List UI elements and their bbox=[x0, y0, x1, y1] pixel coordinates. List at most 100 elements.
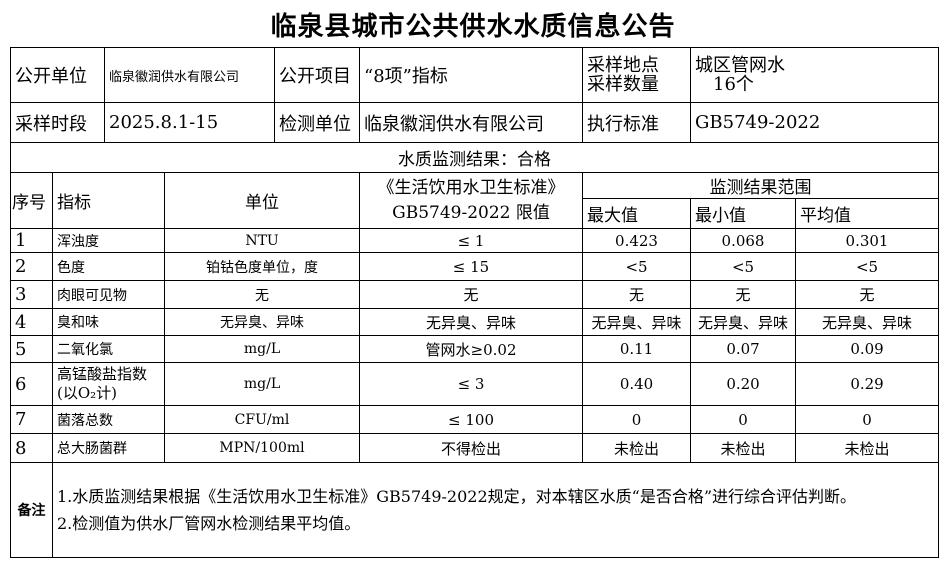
location-count-label: 采样地点 采样数量 bbox=[582, 47, 692, 103]
row-indicator: 肉眼可见物 bbox=[52, 280, 165, 309]
header-min: 最小值 bbox=[690, 198, 797, 229]
location-label: 采样地点 bbox=[587, 55, 660, 76]
row-avg: 0.301 bbox=[795, 228, 940, 253]
period-value: 2025.8.1-15 bbox=[103, 102, 276, 143]
row-no: 2 bbox=[10, 252, 53, 281]
table-row: 1 浑浊度 NTU ≤ 1 0.423 0.068 0.301 bbox=[10, 228, 940, 253]
header-unit: 单位 bbox=[163, 172, 361, 229]
row-max: 无异臭、异味 bbox=[582, 308, 692, 336]
row-unit: 无 bbox=[163, 280, 361, 309]
row-max: 无 bbox=[582, 280, 692, 309]
row-max: 0.11 bbox=[582, 335, 692, 363]
notes-label: 备注 bbox=[10, 462, 53, 558]
row-limit: 无异臭、异味 bbox=[359, 308, 584, 336]
table-row: 2 色度 铂钴色度单位，度 ≤ 15 <5 <5 <5 bbox=[10, 252, 940, 281]
header-indicator: 指标 bbox=[52, 172, 165, 229]
header-limit: 《生活饮用水卫生标准》 GB5749-2022 限值 bbox=[359, 172, 584, 229]
header-limit-line1: 《生活饮用水卫生标准》 bbox=[377, 177, 565, 198]
row-min: 0.20 bbox=[690, 362, 797, 406]
table-row: 3 肉眼可见物无无无无无 bbox=[10, 280, 940, 309]
row-avg: <5 bbox=[795, 252, 940, 281]
header-row-1: 序号 指标 单位 《生活饮用水卫生标准》 GB5749-2022 限值 监测结果范… bbox=[10, 172, 940, 229]
row-min: 0.068 bbox=[690, 228, 797, 253]
row-no: 5 bbox=[10, 335, 53, 363]
item-value: “8项”指标 bbox=[359, 47, 584, 103]
row-avg: 无异臭、异味 bbox=[795, 308, 940, 336]
tester-value: 临泉徽润供水有限公司 bbox=[359, 102, 584, 143]
note-1: 1.水质监测结果根据《生活饮用水卫生标准》GB5749-2022规定，对本辖区水… bbox=[57, 487, 857, 506]
row-max: 未检出 bbox=[582, 433, 692, 463]
header-max: 最大值 bbox=[582, 198, 692, 229]
row-unit: MPN/100ml bbox=[163, 433, 361, 463]
row-indicator: 二氧化氯 bbox=[52, 335, 165, 363]
row-avg: 0.29 bbox=[795, 362, 940, 406]
period-label: 采样时段 bbox=[10, 102, 105, 143]
notes-content: 1.水质监测结果根据《生活饮用水卫生标准》GB5749-2022规定，对本辖区水… bbox=[51, 462, 940, 558]
notes-row: 备注 1.水质监测结果根据《生活饮用水卫生标准》GB5749-2022规定，对本… bbox=[10, 462, 940, 558]
table-row: 4 臭和味 无异臭、异味 无异臭、异味 无异臭、异味 无异臭、异味 无异臭、异味 bbox=[10, 308, 940, 336]
row-min: 0.07 bbox=[690, 335, 797, 363]
row-unit: mg/L bbox=[163, 362, 361, 406]
row-avg: 未检出 bbox=[795, 433, 940, 463]
item-label: 公开项目 bbox=[274, 47, 361, 103]
row-indicator: 菌落总数 bbox=[52, 405, 165, 434]
row-max: 0.423 bbox=[582, 228, 692, 253]
water-quality-table: 公开单位 临泉徽润供水有限公司 公开项目 “8项”指标 采样地点 采样数量 城区管… bbox=[9, 47, 940, 558]
table-row: 5 二氧化氯 mg/L 管网水≥0.02 0.11 0.07 0.09 bbox=[10, 335, 940, 363]
row-unit: 无异臭、异味 bbox=[163, 308, 361, 336]
row-max: 0.40 bbox=[582, 362, 692, 406]
row-unit: mg/L bbox=[163, 335, 361, 363]
row-indicator: 臭和味 bbox=[52, 308, 165, 336]
row-min: <5 bbox=[690, 252, 797, 281]
row-avg: 0 bbox=[795, 405, 940, 434]
row-min: 无 bbox=[690, 280, 797, 309]
location-count-value: 城区管网水 16个 bbox=[690, 47, 940, 103]
row-limit: ≤ 15 bbox=[359, 252, 584, 281]
row-no: 6 bbox=[10, 362, 53, 406]
row-indicator: 色度 bbox=[52, 252, 165, 281]
row-unit: NTU bbox=[163, 228, 361, 253]
result-row: 水质监测结果：合格 bbox=[9, 142, 940, 173]
row-no: 8 bbox=[10, 433, 53, 463]
row-limit: 管网水≥0.02 bbox=[359, 335, 584, 363]
row-avg: 无 bbox=[795, 280, 940, 309]
header-avg: 平均值 bbox=[795, 198, 940, 229]
row-indicator: 高锰酸盐指数(以O₂计) bbox=[52, 362, 165, 406]
row-no: 3 bbox=[10, 280, 53, 309]
tester-label: 检测单位 bbox=[274, 102, 361, 143]
row-indicator: 浑浊度 bbox=[52, 228, 165, 253]
row-indicator: 总大肠菌群 bbox=[52, 433, 165, 463]
row-unit: 铂钴色度单位，度 bbox=[163, 252, 361, 281]
row-no: 4 bbox=[10, 308, 53, 336]
count-label: 采样数量 bbox=[587, 74, 660, 95]
row-limit: ≤ 1 bbox=[359, 228, 584, 253]
row-max: <5 bbox=[582, 252, 692, 281]
row-limit: 无 bbox=[359, 280, 584, 309]
row-no: 1 bbox=[10, 228, 53, 253]
header-range: 监测结果范围 bbox=[582, 172, 940, 199]
publisher-label: 公开单位 bbox=[10, 47, 105, 103]
info-row-2: 采样时段 2025.8.1-15 检测单位 临泉徽润供水有限公司 执行标准 GB… bbox=[10, 102, 940, 143]
header-limit-line2: GB5749-2022 限值 bbox=[392, 202, 550, 223]
row-limit: ≤ 3 bbox=[359, 362, 584, 406]
row-max: 0 bbox=[582, 405, 692, 434]
row-limit: ≤ 100 bbox=[359, 405, 584, 434]
note-2: 2.检测值为供水厂管网水检测结果平均值。 bbox=[57, 514, 361, 533]
standard-value: GB5749-2022 bbox=[690, 102, 940, 143]
publisher-value: 临泉徽润供水有限公司 bbox=[103, 47, 276, 103]
row-unit: CFU/ml bbox=[163, 405, 361, 434]
row-no: 7 bbox=[10, 405, 53, 434]
table-row: 6 高锰酸盐指数(以O₂计) mg/L ≤ 3 0.40 0.20 0.29 bbox=[10, 362, 940, 406]
row-min: 未检出 bbox=[690, 433, 797, 463]
page-title: 临泉县城市公共供水水质信息公告 bbox=[270, 12, 676, 42]
overall-result: 水质监测结果：合格 bbox=[9, 142, 940, 173]
header-row-2: 最大值 最小值 平均值 bbox=[11, 198, 940, 229]
standard-label: 执行标准 bbox=[582, 102, 692, 143]
row-min: 无异臭、异味 bbox=[690, 308, 797, 336]
table-row: 8 总大肠菌群 MPN/100ml 不得检出 未检出 未检出 未检出 bbox=[10, 433, 940, 463]
header-no: 序号 bbox=[10, 172, 53, 229]
count-value: 16个 bbox=[713, 74, 754, 95]
location-value: 城区管网水 bbox=[695, 55, 786, 76]
row-avg: 0.09 bbox=[795, 335, 940, 363]
info-row-1: 公开单位 临泉徽润供水有限公司 公开项目 “8项”指标 采样地点 采样数量 城区管… bbox=[10, 47, 940, 103]
